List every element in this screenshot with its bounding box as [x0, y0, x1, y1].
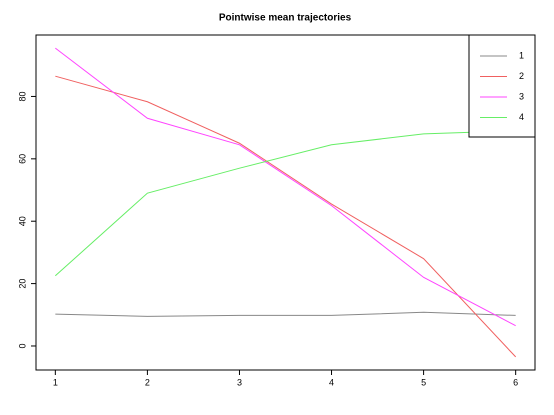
y-tick-label: 80 — [17, 91, 27, 101]
x-tick-label: 6 — [513, 377, 518, 387]
series-line — [55, 311, 516, 317]
y-tick-label: 60 — [17, 154, 27, 164]
legend-label: 3 — [519, 91, 524, 101]
series-line — [55, 75, 517, 358]
y-tick-label: 40 — [17, 216, 27, 226]
x-tick-label: 4 — [329, 377, 334, 387]
x-tick-label: 2 — [145, 377, 150, 387]
series-line — [54, 130, 516, 277]
x-tick-label: 3 — [237, 377, 242, 387]
legend-label: 4 — [519, 112, 524, 122]
plot-frame — [35, 34, 536, 371]
legend-label: 1 — [519, 50, 524, 60]
y-tick-label: 20 — [17, 279, 27, 289]
x-tick-label: 1 — [53, 377, 58, 387]
legend-label: 2 — [519, 71, 524, 81]
chart-title: Pointwise mean trajectories — [219, 13, 352, 24]
series-line — [55, 47, 516, 327]
x-tick-label: 5 — [421, 377, 426, 387]
y-tick-label: 0 — [17, 343, 27, 348]
legend-box — [468, 34, 536, 138]
